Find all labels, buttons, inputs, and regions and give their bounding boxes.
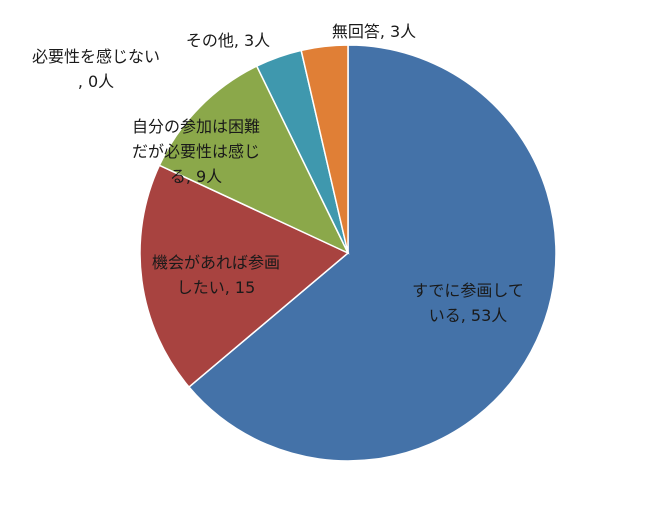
pie-slice-label-line: 必要性を感じない — [32, 47, 160, 66]
pie-slice-label-line: る, 9人 — [170, 167, 222, 186]
pie-slice-5 — [300, 44, 349, 254]
pie-slice-label-2: 自分の参加は困難だが必要性は感じる, 9人 — [132, 117, 260, 186]
pie-slice-label-line: いる, 53人 — [429, 306, 508, 325]
pie-slices — [139, 44, 557, 462]
pie-slice-label-0: すでに参画している, 53人 — [412, 281, 524, 325]
pie-labels: すでに参画している, 53人 機会があれば参画したい, 15 自分の参加は困難だが必… — [32, 22, 524, 325]
pie-slice-label-line: その他, 3人 — [186, 31, 270, 50]
pie-slice-label-3: 必要性を感じない , 0人 — [32, 47, 160, 91]
pie-slice-label-line: すでに参画して — [412, 281, 524, 300]
pie-slice-label-line: , 0人 — [78, 72, 114, 91]
pie-slice-label-line: だが必要性は感じ — [132, 142, 260, 161]
pie-slice-label-line: 無回答, 3人 — [332, 22, 416, 41]
pie-slice-1 — [139, 164, 350, 389]
pie-slice-label-line: 自分の参加は困難 — [132, 117, 260, 136]
pie-slice-2 — [158, 65, 350, 255]
pie-slice-label-line: 機会があれば参画 — [152, 253, 280, 272]
pie-slice-label-4: その他, 3人 — [186, 31, 270, 50]
pie-slice-label-1: 機会があれば参画したい, 15 — [152, 253, 280, 297]
pie-slice-0 — [187, 44, 557, 462]
pie-slice-label-5: 無回答, 3人 — [332, 22, 416, 41]
pie-slice-label-line: したい, 15 — [177, 278, 256, 297]
